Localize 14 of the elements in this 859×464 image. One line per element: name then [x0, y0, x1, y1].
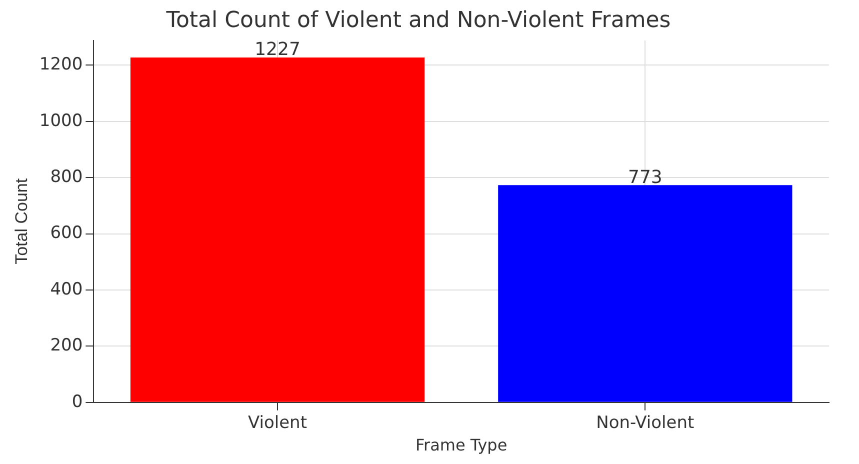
y-tick-label: 1000 [39, 110, 83, 131]
x-tick-label: Violent [248, 413, 308, 434]
data-label: 773 [628, 166, 662, 188]
y-tick-label: 200 [50, 336, 83, 356]
x-tick-label: Non-Violent [596, 413, 695, 434]
y-tick-label: 800 [50, 166, 83, 187]
chart-title: Total Count of Violent and Non-Violent Frames [165, 8, 671, 33]
y-tick-label: 400 [50, 279, 83, 300]
x-axis-title: Frame Type [415, 436, 508, 455]
y-tick-label: 1200 [39, 54, 83, 75]
y-axis-title: Total Count [12, 178, 31, 264]
y-tick-label: 600 [50, 223, 83, 244]
data-label: 1227 [254, 39, 300, 60]
y-tick-label: 0 [72, 392, 83, 412]
